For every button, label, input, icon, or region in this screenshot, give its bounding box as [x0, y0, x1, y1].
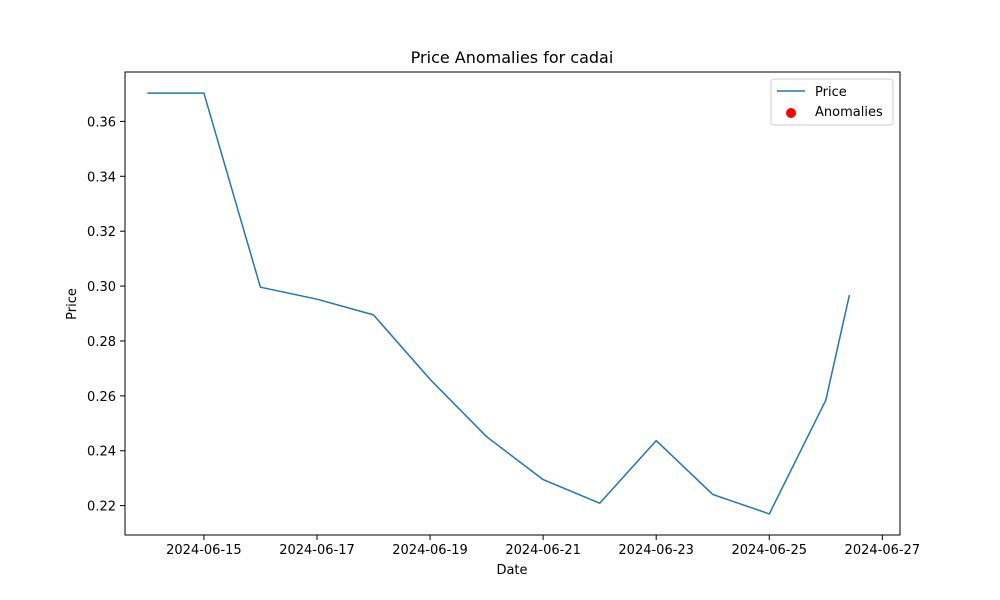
x-tick-label: 2024-06-27 [845, 543, 921, 558]
y-tick-label: 0.22 [87, 500, 116, 515]
y-tick-label: 0.32 [87, 225, 116, 240]
chart-title: Price Anomalies for cadai [411, 48, 614, 67]
x-tick-label: 2024-06-17 [279, 543, 355, 558]
y-tick-label: 0.30 [87, 280, 116, 295]
x-axis-ticks: 2024-06-15 2024-06-17 2024-06-19 2024-06-21… [166, 535, 920, 558]
y-tick-label: 0.26 [87, 390, 116, 405]
x-tick-label: 2024-06-15 [166, 543, 242, 558]
x-axis-title: Date [496, 563, 527, 578]
legend: Price Anomalies [770, 78, 894, 126]
y-axis-title: Price [65, 288, 80, 320]
plot-area: 2024-06-15 2024-06-17 2024-06-19 2024-06-21… [87, 71, 920, 558]
legend-price-label: Price [815, 85, 847, 100]
legend-anomalies-swatch [786, 108, 796, 118]
y-axis-ticks: 0.22 0.24 0.26 0.28 0.30 0.32 0.34 0.36 [87, 115, 125, 515]
y-tick-label: 0.28 [87, 335, 116, 350]
price-series-line [147, 92, 851, 515]
y-tick-label: 0.34 [87, 170, 116, 185]
x-tick-label: 2024-06-25 [731, 543, 807, 558]
x-tick-label: 2024-06-21 [505, 543, 581, 558]
y-tick-label: 0.36 [87, 115, 116, 130]
y-tick-label: 0.24 [87, 445, 116, 460]
legend-anomalies-label: Anomalies [815, 105, 883, 120]
x-tick-label: 2024-06-19 [392, 543, 468, 558]
plot-frame [124, 71, 901, 536]
x-tick-label: 2024-06-23 [618, 543, 694, 558]
